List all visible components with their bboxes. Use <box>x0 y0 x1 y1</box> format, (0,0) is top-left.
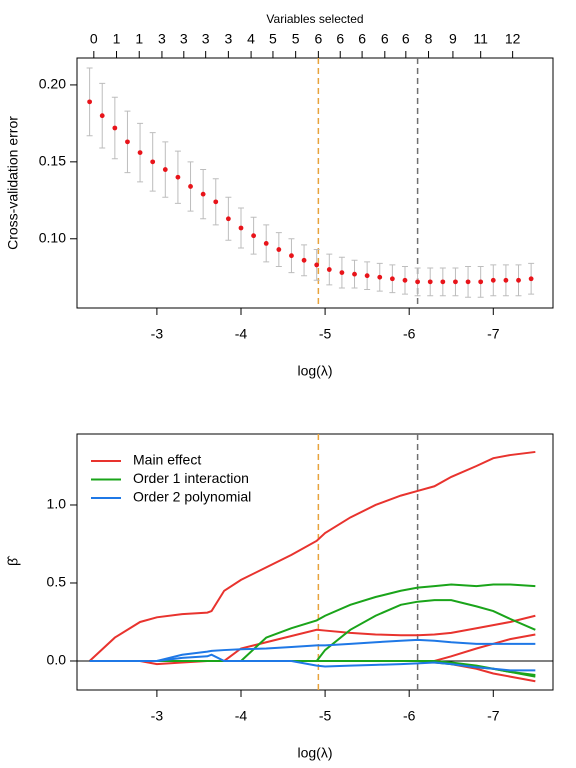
point <box>175 174 181 180</box>
point <box>352 271 357 277</box>
x-tick-label: -4 <box>235 708 248 724</box>
legend-label: Order 2 polynomial <box>133 489 251 505</box>
point <box>339 270 345 276</box>
point <box>427 279 433 285</box>
point <box>263 240 269 246</box>
x-axis-label: log(λ) <box>297 745 332 761</box>
point <box>465 279 471 285</box>
point <box>200 191 206 197</box>
coefficient-path <box>89 583 536 662</box>
point <box>289 253 294 259</box>
point <box>150 159 156 165</box>
top-tick-label: 8 <box>425 31 433 47</box>
point <box>251 233 257 239</box>
x-tick-label: -6 <box>403 326 416 342</box>
top-tick-label: 6 <box>314 31 322 47</box>
point <box>213 199 219 205</box>
point <box>162 167 168 172</box>
top-tick-label: 12 <box>505 31 521 47</box>
point <box>440 279 446 285</box>
point <box>478 279 484 285</box>
top-tick-label: 4 <box>247 31 255 47</box>
top-tick-label: 5 <box>269 31 277 47</box>
point <box>225 216 231 222</box>
y-axis-label: β̂ <box>5 555 21 566</box>
top-tick-label: 0 <box>90 31 98 47</box>
x-tick-label: -4 <box>235 326 248 342</box>
top-tick-label: 6 <box>358 31 366 47</box>
point <box>125 139 130 145</box>
x-axis-label: log(λ) <box>297 363 332 379</box>
plot-box <box>76 433 554 691</box>
point <box>402 277 408 283</box>
top-tick-label: 3 <box>224 31 232 47</box>
coefficient-path <box>89 659 536 677</box>
x-tick-label: -3 <box>151 326 164 342</box>
coefficient-path <box>88 450 536 662</box>
x-tick-label: -5 <box>319 708 332 724</box>
top-tick-label: 3 <box>158 31 166 47</box>
point <box>364 273 370 279</box>
point <box>137 150 143 156</box>
top-axis-title: Variables selected <box>266 12 363 26</box>
point <box>188 184 193 189</box>
point <box>490 277 496 283</box>
coefficient-path <box>89 653 536 672</box>
top-tick-label: 5 <box>292 31 300 47</box>
y-tick-label: 0.15 <box>39 153 66 169</box>
legend-label: Main effect <box>133 452 201 468</box>
top-tick-label: 6 <box>402 31 410 47</box>
top-tick-label: 6 <box>336 31 344 47</box>
y-tick-label: 1.0 <box>47 496 67 512</box>
y-tick-label: 0.10 <box>39 229 66 245</box>
plot-box <box>76 57 554 309</box>
point <box>99 113 105 119</box>
point <box>238 225 244 231</box>
point <box>528 276 534 282</box>
x-tick-label: -7 <box>487 326 500 342</box>
top-tick-label: 6 <box>381 31 389 47</box>
x-tick-label: -6 <box>403 708 416 724</box>
y-axis-label: Cross-validation error <box>5 116 21 250</box>
x-tick-label: -7 <box>487 708 500 724</box>
point <box>415 279 421 285</box>
point <box>301 257 307 263</box>
top-tick-label: 3 <box>202 31 210 47</box>
top-tick-label: 3 <box>180 31 188 47</box>
x-tick-label: -5 <box>319 326 332 342</box>
point <box>503 277 509 283</box>
point <box>377 274 383 280</box>
top-tick-label: 1 <box>113 31 121 47</box>
y-tick-label: 0.0 <box>47 652 67 668</box>
top-tick-label: 1 <box>135 31 143 47</box>
point <box>314 262 320 268</box>
top-tick-label: 11 <box>473 31 488 47</box>
point <box>326 267 332 272</box>
point <box>112 125 118 131</box>
point <box>516 277 521 283</box>
y-tick-label: 0.5 <box>47 574 67 590</box>
x-tick-label: -3 <box>151 708 164 724</box>
point <box>389 276 395 282</box>
point <box>453 279 458 285</box>
top-tick-label: 9 <box>449 31 457 47</box>
legend-label: Order 1 interaction <box>133 470 249 486</box>
coefficient-path <box>89 633 536 662</box>
point <box>87 99 93 105</box>
y-tick-label: 0.20 <box>39 76 66 92</box>
coefficient-path <box>89 638 536 662</box>
point <box>276 247 282 252</box>
